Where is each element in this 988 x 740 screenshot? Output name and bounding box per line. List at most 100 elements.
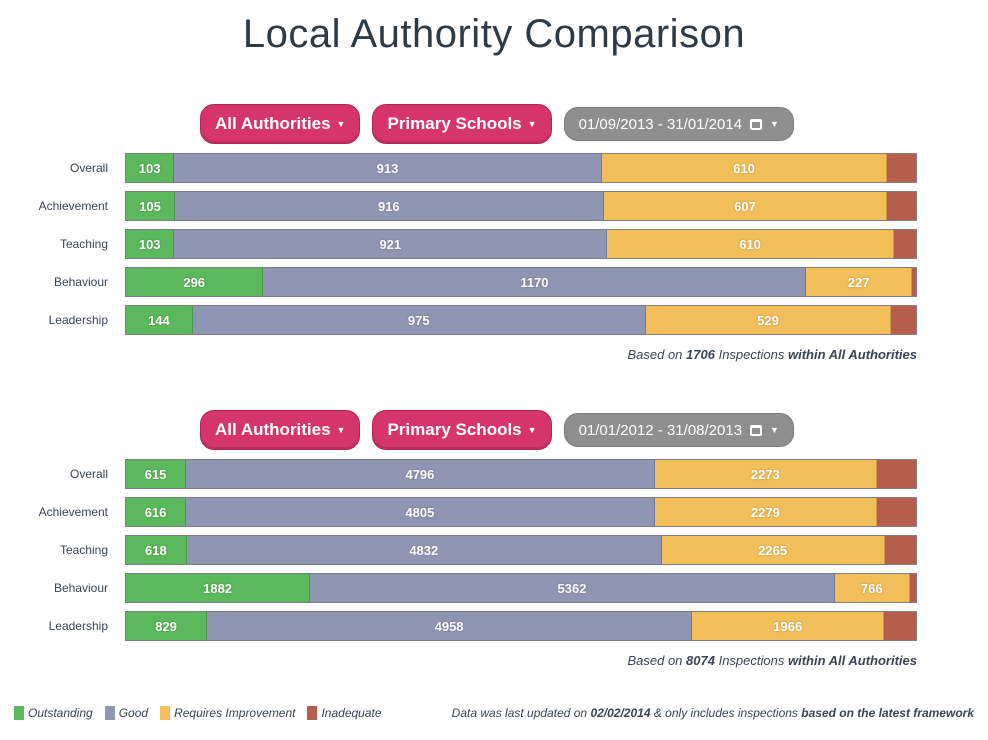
row-label: Overall — [69, 467, 108, 481]
good-segment[interactable]: 975 — [192, 306, 646, 334]
bar-row-overall: Overall 615 4796 2273 — [0, 459, 988, 489]
bar-row-overall: Overall 103 913 610 — [0, 153, 988, 183]
swatch-inadequate — [307, 706, 318, 720]
stacked-bar: 144 975 529 — [125, 305, 917, 335]
outstanding-segment[interactable]: 616 — [126, 498, 187, 526]
stacked-bar: 296 1170 227 — [125, 267, 917, 297]
requires-improvement-segment[interactable]: 607 — [603, 192, 888, 220]
requires-improvement-segment[interactable]: 2265 — [661, 536, 885, 564]
inadequate-segment[interactable] — [884, 612, 916, 640]
requires-improvement-segment[interactable]: 766 — [834, 574, 910, 602]
outstanding-segment[interactable]: 615 — [126, 460, 187, 488]
bar-row-teaching: Teaching 103 921 610 — [0, 229, 988, 259]
good-segment[interactable]: 4832 — [186, 536, 662, 564]
swatch-requires-improvement — [160, 706, 171, 720]
legend-label: Inadequate — [321, 706, 382, 720]
calendar-icon — [750, 118, 763, 130]
date-range-label: 01/09/2013 - 31/01/2014 — [578, 115, 743, 133]
good-segment[interactable]: 921 — [174, 230, 608, 258]
requires-improvement-segment[interactable]: 610 — [607, 230, 894, 258]
good-segment[interactable]: 913 — [174, 154, 602, 182]
inadequate-segment[interactable] — [884, 536, 916, 564]
inadequate-segment[interactable] — [911, 268, 916, 296]
legend-item-inadequate: Inadequate — [307, 706, 382, 720]
summary-prefix: Based on — [627, 653, 683, 668]
legend-label: Outstanding — [28, 706, 93, 720]
requires-improvement-segment[interactable]: 1966 — [692, 612, 885, 640]
stacked-bar: 618 4832 2265 — [125, 535, 917, 565]
filter-controls: All Authorities ▼ Primary Schools ▼ 01/0… — [200, 104, 794, 146]
last-updated-date: 02/02/2014 — [590, 706, 651, 720]
outstanding-segment[interactable]: 103 — [126, 230, 175, 258]
requires-improvement-segment[interactable]: 227 — [806, 268, 912, 296]
summary-scope: within All Authorities — [787, 347, 917, 362]
legend-item-requires-improvement: Requires Improvement — [160, 706, 295, 720]
bar-row-behaviour: Behaviour 296 1170 227 — [0, 267, 988, 297]
outstanding-segment[interactable]: 618 — [126, 536, 187, 564]
inspection-count: 8074 — [686, 653, 715, 668]
stacked-bar: 829 4958 1966 — [125, 611, 917, 641]
bar-row-leadership: Leadership 829 4958 1966 — [0, 611, 988, 641]
outstanding-segment[interactable]: 103 — [126, 154, 175, 182]
inspection-count: 1706 — [686, 347, 715, 362]
requires-improvement-segment[interactable]: 529 — [645, 306, 892, 334]
row-label: Teaching — [59, 543, 108, 557]
authority-dropdown-button[interactable]: All Authorities ▼ — [200, 104, 361, 144]
authority-dropdown-label: All Authorities — [215, 114, 331, 133]
good-segment[interactable]: 916 — [175, 192, 604, 220]
inadequate-segment[interactable] — [887, 154, 916, 182]
good-segment[interactable]: 5362 — [310, 574, 835, 602]
outstanding-segment[interactable]: 1882 — [126, 574, 311, 602]
caret-down-icon: ▼ — [770, 119, 779, 129]
bar-row-achievement: Achievement 616 4805 2279 — [0, 497, 988, 527]
good-segment[interactable]: 4796 — [186, 460, 655, 488]
caret-down-icon: ▼ — [336, 425, 346, 435]
bar-row-teaching: Teaching 618 4832 2265 — [0, 535, 988, 565]
outstanding-segment[interactable]: 144 — [126, 306, 193, 334]
phase-dropdown-button[interactable]: Primary Schools ▼ — [372, 104, 552, 144]
date-range-button[interactable]: 01/01/2012 - 31/08/2013 ▼ — [563, 413, 794, 447]
inadequate-segment[interactable] — [876, 498, 916, 526]
inadequate-segment[interactable] — [893, 230, 916, 258]
outstanding-segment[interactable]: 105 — [126, 192, 176, 220]
bar-row-behaviour: Behaviour 1882 5362 766 — [0, 573, 988, 603]
inadequate-segment[interactable] — [876, 460, 916, 488]
caret-down-icon: ▼ — [527, 425, 537, 435]
outstanding-segment[interactable]: 829 — [126, 612, 208, 640]
inadequate-segment[interactable] — [891, 306, 916, 334]
stacked-bar: 103 921 610 — [125, 229, 917, 259]
caret-down-icon: ▼ — [770, 425, 779, 435]
inadequate-segment[interactable] — [887, 192, 916, 220]
good-segment[interactable]: 4805 — [186, 498, 655, 526]
requires-improvement-segment[interactable]: 2279 — [654, 498, 877, 526]
stacked-bar: 103 913 610 — [125, 153, 917, 183]
footer-middle: & only includes inspections — [653, 706, 798, 720]
filter-controls: All Authorities ▼ Primary Schools ▼ 01/0… — [200, 410, 794, 452]
row-label: Achievement — [38, 199, 108, 213]
row-label: Overall — [69, 161, 108, 175]
inadequate-segment[interactable] — [909, 574, 916, 602]
date-range-label: 01/01/2012 - 31/08/2013 — [578, 421, 743, 439]
outstanding-segment[interactable]: 296 — [126, 268, 264, 296]
bar-row-achievement: Achievement 105 916 607 — [0, 191, 988, 221]
phase-dropdown-label: Primary Schools — [387, 420, 522, 439]
summary-scope: within All Authorities — [787, 653, 917, 668]
row-label: Leadership — [48, 619, 108, 633]
authority-dropdown-button[interactable]: All Authorities ▼ — [200, 410, 361, 450]
requires-improvement-segment[interactable]: 610 — [601, 154, 888, 182]
summary-middle: Inspections — [718, 347, 785, 362]
page-title: Local Authority Comparison — [242, 12, 746, 56]
footer-suffix: based on the latest framework — [801, 706, 974, 720]
stacked-bar: 615 4796 2273 — [125, 459, 917, 489]
legend-item-good: Good — [104, 706, 148, 720]
row-label: Behaviour — [53, 581, 108, 595]
good-segment[interactable]: 4958 — [207, 612, 693, 640]
stacked-bar: 1882 5362 766 — [125, 573, 917, 603]
requires-improvement-segment[interactable]: 2273 — [654, 460, 877, 488]
phase-dropdown-button[interactable]: Primary Schools ▼ — [372, 410, 552, 450]
caret-down-icon: ▼ — [336, 119, 346, 129]
row-label: Teaching — [59, 237, 108, 251]
date-range-button[interactable]: 01/09/2013 - 31/01/2014 ▼ — [563, 107, 794, 141]
good-segment[interactable]: 1170 — [263, 268, 807, 296]
row-label: Leadership — [48, 313, 108, 327]
